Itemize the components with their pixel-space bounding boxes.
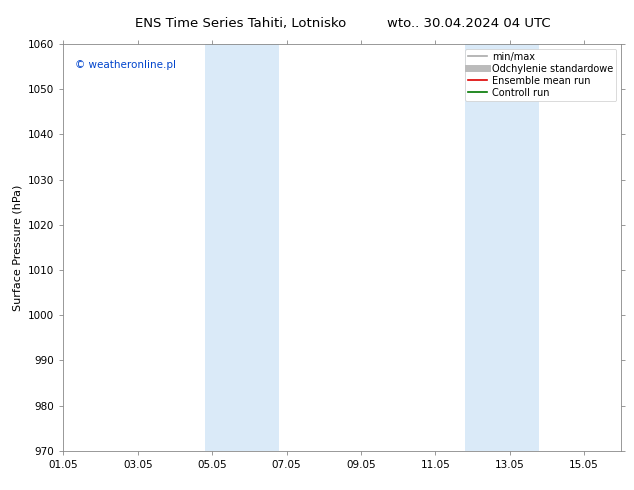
Y-axis label: Surface Pressure (hPa): Surface Pressure (hPa)	[13, 184, 23, 311]
Bar	[205, 44, 279, 451]
Text: wto.. 30.04.2024 04 UTC: wto.. 30.04.2024 04 UTC	[387, 17, 551, 30]
Bar	[465, 44, 540, 451]
Legend: min/max, Odchylenie standardowe, Ensemble mean run, Controll run: min/max, Odchylenie standardowe, Ensembl…	[465, 49, 616, 100]
Text: ENS Time Series Tahiti, Lotnisko: ENS Time Series Tahiti, Lotnisko	[135, 17, 347, 30]
Text: © weatheronline.pl: © weatheronline.pl	[75, 60, 176, 71]
